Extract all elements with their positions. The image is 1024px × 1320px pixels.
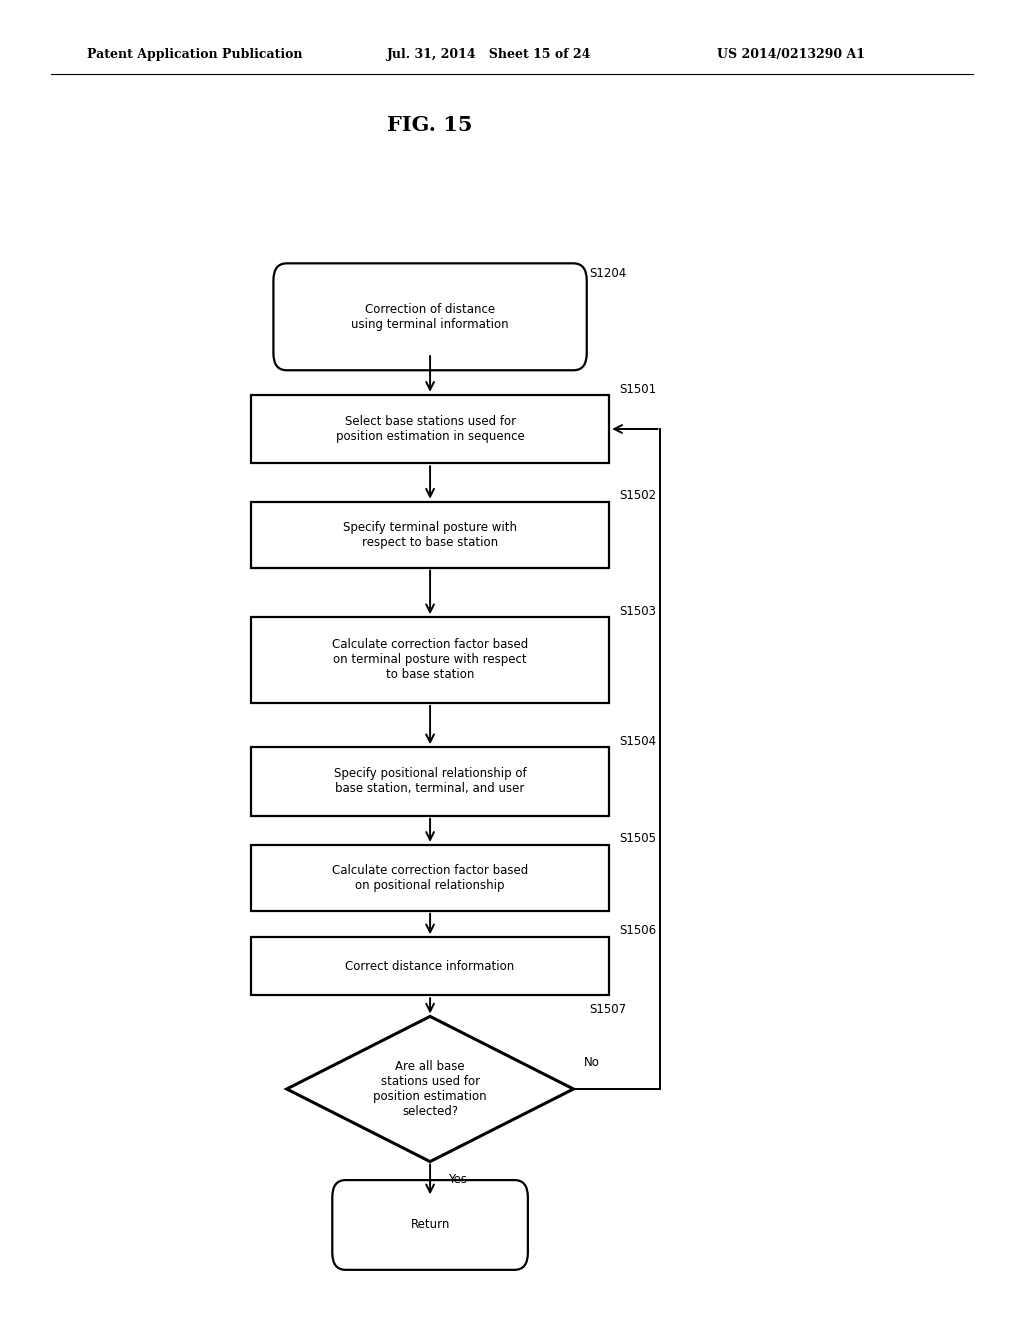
Text: Yes: Yes	[449, 1173, 468, 1185]
Bar	[251, 845, 609, 911]
Bar	[251, 618, 609, 702]
Text: S1503: S1503	[620, 605, 656, 618]
Text: Patent Application Publication: Patent Application Publication	[87, 48, 302, 61]
Text: S1505: S1505	[620, 832, 656, 845]
Text: US 2014/0213290 A1: US 2014/0213290 A1	[717, 48, 865, 61]
Text: FIG. 15: FIG. 15	[387, 115, 473, 136]
Text: Correction of distance
using terminal information: Correction of distance using terminal in…	[351, 302, 509, 331]
Bar	[251, 395, 609, 463]
FancyBboxPatch shape	[332, 1180, 528, 1270]
Text: S1204: S1204	[589, 267, 626, 280]
Text: S1501: S1501	[620, 383, 656, 396]
Text: S1502: S1502	[620, 488, 656, 502]
Text: Calculate correction factor based
on terminal posture with respect
to base stati: Calculate correction factor based on ter…	[332, 639, 528, 681]
Text: Calculate correction factor based
on positional relationship: Calculate correction factor based on pos…	[332, 863, 528, 892]
Bar	[251, 937, 609, 995]
Bar	[251, 747, 609, 816]
Text: S1506: S1506	[620, 924, 656, 937]
Text: Specify terminal posture with
respect to base station: Specify terminal posture with respect to…	[343, 520, 517, 549]
Polygon shape	[287, 1016, 573, 1162]
Text: No: No	[584, 1056, 600, 1069]
Text: Return: Return	[411, 1218, 450, 1232]
Bar	[251, 502, 609, 568]
Text: S1507: S1507	[589, 1003, 626, 1016]
Text: Jul. 31, 2014   Sheet 15 of 24: Jul. 31, 2014 Sheet 15 of 24	[387, 48, 592, 61]
Text: Are all base
stations used for
position estimation
selected?: Are all base stations used for position …	[374, 1060, 486, 1118]
FancyBboxPatch shape	[273, 263, 587, 370]
Text: Specify positional relationship of
base station, terminal, and user: Specify positional relationship of base …	[334, 767, 526, 796]
Text: Select base stations used for
position estimation in sequence: Select base stations used for position e…	[336, 414, 524, 444]
Text: S1504: S1504	[620, 735, 656, 748]
Text: Correct distance information: Correct distance information	[345, 960, 515, 973]
